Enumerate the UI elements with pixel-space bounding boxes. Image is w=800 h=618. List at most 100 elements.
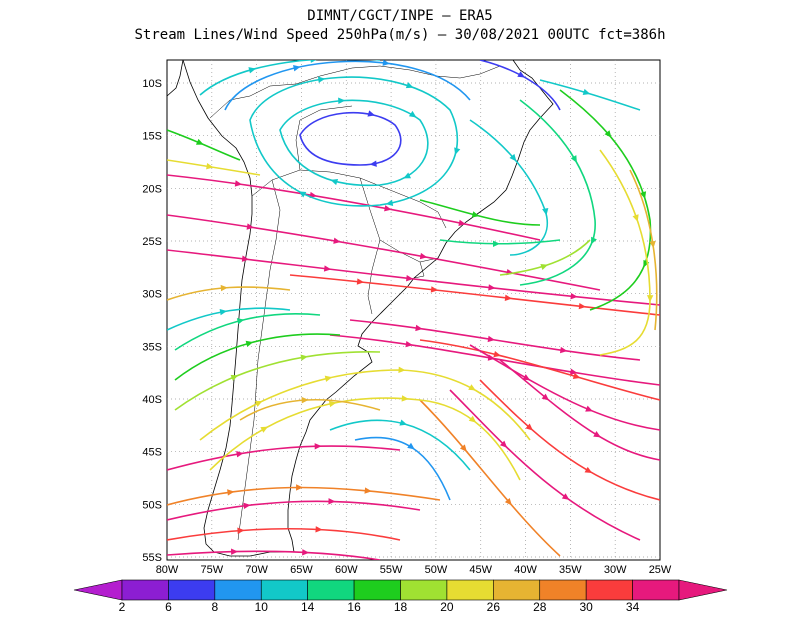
streamline bbox=[167, 129, 241, 161]
streamline bbox=[419, 399, 561, 557]
streamline-arrow bbox=[220, 284, 228, 292]
streamline-arrow bbox=[356, 278, 365, 285]
streamline-arrow bbox=[504, 497, 512, 506]
streamline-arrow bbox=[504, 294, 513, 301]
colorbar-box bbox=[493, 579, 541, 601]
streamline bbox=[289, 274, 660, 316]
streamline-arrow bbox=[407, 442, 415, 450]
streamline-arrow bbox=[227, 489, 235, 496]
streamline-arrow bbox=[296, 484, 304, 491]
streamline-arrow bbox=[632, 214, 639, 222]
streamline bbox=[167, 174, 541, 241]
streamline-arrow bbox=[643, 259, 650, 268]
pacific-coast bbox=[182, 60, 294, 557]
lat-tick-label: 45S bbox=[142, 447, 162, 459]
colorbar-box bbox=[214, 579, 262, 601]
streamline bbox=[559, 89, 652, 311]
streamline-arrow bbox=[493, 350, 501, 358]
streamline-arrow bbox=[246, 223, 254, 230]
streamline bbox=[469, 344, 660, 431]
streamline-arrow bbox=[569, 368, 578, 375]
streamline bbox=[167, 500, 421, 521]
streamline-arrow bbox=[487, 335, 495, 343]
streamline-arrow bbox=[236, 318, 245, 325]
streamline-arrow bbox=[649, 240, 656, 249]
streamline bbox=[167, 527, 401, 541]
colorbar-label: 34 bbox=[626, 600, 640, 614]
streamline-arrow bbox=[369, 160, 377, 167]
streamline-arrow bbox=[578, 302, 587, 310]
colorbar-label: 10 bbox=[255, 600, 269, 614]
streamline-arrow bbox=[517, 71, 525, 78]
lon-tick-label: 55W bbox=[380, 564, 403, 576]
streamline-arrow bbox=[338, 97, 346, 104]
streamline bbox=[449, 389, 641, 541]
lat-tick-label: 50S bbox=[142, 499, 162, 511]
colorbar-box bbox=[260, 579, 308, 601]
streamline bbox=[299, 111, 402, 166]
colorbar-box bbox=[632, 579, 680, 601]
map-frame bbox=[166, 59, 661, 561]
streamline-arrow bbox=[593, 431, 601, 438]
streamline bbox=[479, 379, 660, 501]
streamline bbox=[167, 286, 291, 301]
streamline bbox=[174, 312, 321, 351]
streamline-arrow bbox=[219, 308, 228, 316]
lat-tick-label: 25S bbox=[142, 236, 162, 248]
streamline-arrow bbox=[488, 284, 496, 291]
streamline bbox=[167, 159, 261, 176]
wind-speed-colorbar: 2 6 8 10 14 16 18 20 26 28 30 34 bbox=[73, 579, 728, 614]
streamline-arrow bbox=[582, 88, 591, 95]
lat-lon-grid bbox=[167, 60, 660, 560]
streamline bbox=[499, 239, 591, 276]
streamline-arrow bbox=[398, 366, 406, 373]
streamline-arrow bbox=[245, 340, 254, 347]
lon-tick-label: 75W bbox=[201, 564, 224, 576]
streamline-arrow bbox=[468, 415, 477, 423]
colorbar-label: 14 bbox=[301, 600, 315, 614]
streamline-arrow bbox=[459, 444, 467, 452]
streamline bbox=[439, 239, 561, 245]
streamline-arrow bbox=[323, 265, 332, 272]
streamline-arrow bbox=[468, 384, 476, 391]
streamline-arrow bbox=[324, 375, 333, 382]
colorbar-box bbox=[353, 579, 401, 601]
streamline bbox=[499, 359, 660, 461]
streamline-arrow bbox=[330, 178, 339, 186]
streamline-arrow bbox=[384, 205, 392, 212]
streamline-arrow bbox=[302, 549, 310, 556]
colorbar-box bbox=[585, 579, 633, 601]
streamline-arrow bbox=[385, 199, 394, 207]
colorbar-label: 28 bbox=[533, 600, 547, 614]
streamline bbox=[167, 307, 291, 331]
streamline-arrow bbox=[415, 324, 423, 332]
streamline bbox=[419, 199, 541, 226]
lon-tick-label: 30W bbox=[604, 564, 627, 576]
streamline-arrow bbox=[317, 76, 326, 83]
streamline-arrow bbox=[604, 130, 612, 138]
streamline-arrow bbox=[405, 340, 413, 348]
lat-tick-label: 10S bbox=[142, 78, 162, 90]
streamline-arrow bbox=[561, 493, 570, 500]
streamline-arrow bbox=[454, 147, 461, 155]
streamline bbox=[519, 99, 596, 286]
streamline-arrow bbox=[328, 498, 336, 505]
south-america-coast bbox=[167, 60, 554, 553]
colorbar-label: 26 bbox=[487, 600, 501, 614]
streamline bbox=[419, 339, 660, 401]
latitude-labels: 10S 15S 20S 25S 30S 35S 40S 45S 50S 55S bbox=[142, 78, 162, 564]
colorbar-label: 30 bbox=[579, 600, 593, 614]
colorbar-box bbox=[121, 579, 169, 601]
streamlines bbox=[167, 60, 660, 560]
lat-tick-label: 35S bbox=[142, 341, 162, 353]
colorbar-label: 18 bbox=[394, 600, 408, 614]
streamline bbox=[167, 445, 401, 471]
streamline-arrow bbox=[399, 419, 408, 426]
colorbar-box bbox=[446, 579, 494, 601]
lon-tick-label: 60W bbox=[335, 564, 358, 576]
lon-tick-label: 40W bbox=[514, 564, 537, 576]
streamline bbox=[224, 60, 471, 111]
lon-tick-label: 70W bbox=[245, 564, 268, 576]
streamline-arrow bbox=[541, 393, 550, 401]
